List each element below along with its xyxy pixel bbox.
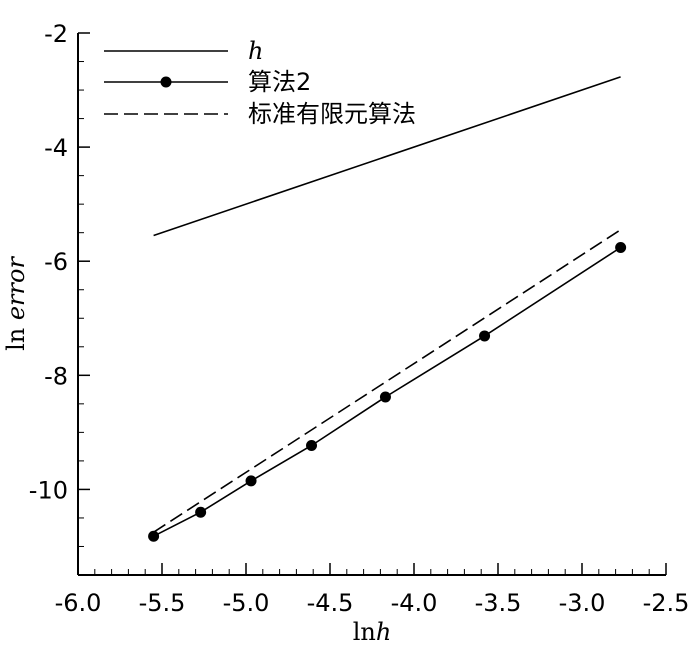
y-tick-label: -4 [44,134,68,162]
x-axis-label-prefix: ln [353,618,376,646]
series-marker [148,530,160,542]
x-axis-label-var: h [376,618,391,646]
x-tick-label: -3.5 [475,589,522,617]
series-marker [195,506,207,518]
x-tick-label: -2.5 [643,589,690,617]
legend-label-3: 标准有限元算法 [248,100,416,128]
y-tick-label: -2 [44,20,68,48]
x-tick-label: -3.0 [559,589,606,617]
series-marker [245,475,257,487]
x-tick-label: -4.0 [391,589,438,617]
x-tick-label: -5.5 [139,589,186,617]
x-tick-label: -6.0 [55,589,102,617]
tick-marks [77,32,667,576]
y-tick-label: -8 [44,362,68,390]
series-layer [148,76,627,542]
y-axis-label-prefix: ln [2,320,30,351]
x-axis-label: lnh [353,618,392,646]
y-axis-label-var: error [2,256,30,321]
series-line-3 [153,229,622,533]
series-line-1 [153,76,621,237]
legend: h 算法2 标准有限元算法 [104,37,416,128]
y-axis-label: ln error [2,256,30,351]
series-marker [479,330,491,342]
series-marker [615,242,627,254]
tick-labels: -6.0 -5.5 -5.0 -4.5 -4.0 -3.5 -3.0 -2.5 -2 -4 -6 -8… [29,20,690,617]
series-marker [306,439,318,451]
y-tick-label: -6 [44,248,68,276]
x-tick-label: -5.0 [223,589,270,617]
x-tick-label: -4.5 [307,589,354,617]
y-tick-label: -10 [29,476,68,504]
series-marker [379,391,391,403]
axes [77,33,666,576]
legend-label-1: h [248,37,263,65]
legend-marker [160,76,172,88]
legend-label-2: 算法2 [248,68,311,96]
